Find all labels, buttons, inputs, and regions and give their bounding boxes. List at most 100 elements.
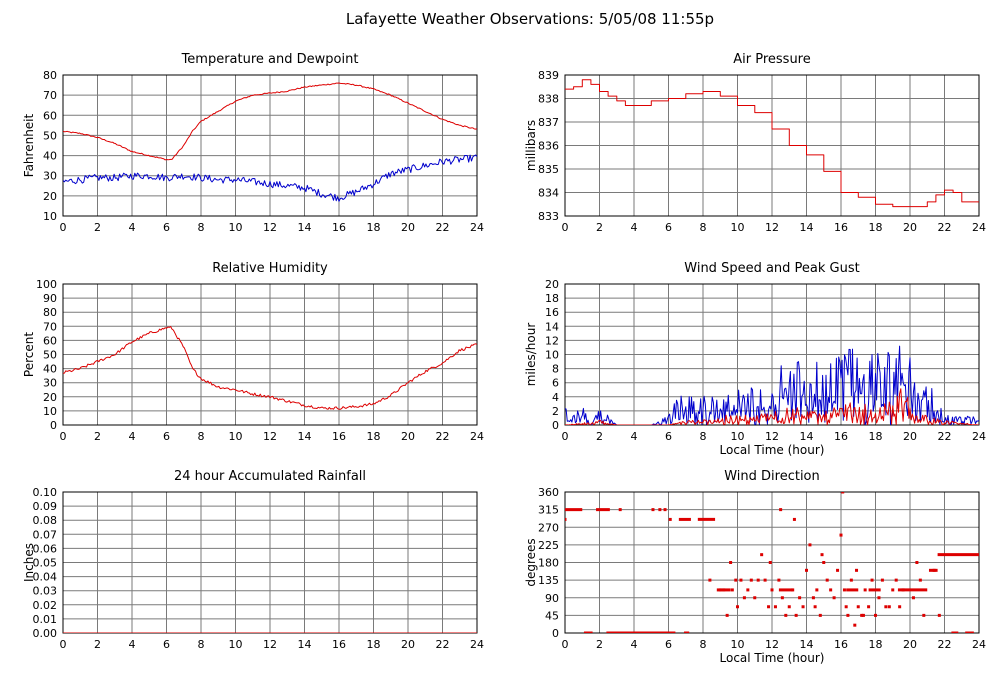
direction-point xyxy=(894,578,898,582)
plot-frame xyxy=(564,74,980,217)
x-tick-label: 14 xyxy=(800,638,814,651)
direction-point xyxy=(801,605,805,609)
x-tick-label: 20 xyxy=(903,430,917,443)
x-tick-label: 22 xyxy=(938,430,952,443)
y-tick-label: 833 xyxy=(538,210,559,223)
plot-frame xyxy=(564,283,980,426)
direction-point xyxy=(884,605,888,609)
direction-point xyxy=(887,605,891,609)
y-tick-label: 40 xyxy=(43,150,57,163)
direction-point xyxy=(770,588,774,592)
direction-point xyxy=(839,533,843,537)
x-tick-label: 14 xyxy=(298,430,312,443)
plot-frame xyxy=(62,74,478,217)
x-tick-label: 10 xyxy=(229,221,243,234)
x-tick-label: 24 xyxy=(470,221,484,234)
x-tick-label: 8 xyxy=(700,221,707,234)
x-tick-label: 8 xyxy=(198,430,205,443)
x-tick-label: 2 xyxy=(94,221,101,234)
y-tick-label: 835 xyxy=(538,163,559,176)
x-tick-label: 4 xyxy=(129,638,136,651)
y-tick-label: 0.08 xyxy=(33,514,58,527)
y-tick-label: 20 xyxy=(43,190,57,203)
x-tick-label: 0 xyxy=(60,221,67,234)
y-tick-label: 0.10 xyxy=(33,486,58,499)
direction-point xyxy=(718,588,722,592)
x-tick-label: 0 xyxy=(562,221,569,234)
direction-point xyxy=(911,596,915,600)
chart-title: Temperature and Dewpoint xyxy=(181,52,359,67)
y-tick-label: 839 xyxy=(538,69,559,82)
x-tick-label: 14 xyxy=(800,221,814,234)
y-tick-label: 0.03 xyxy=(33,585,58,598)
x-tick-label: 10 xyxy=(731,221,745,234)
y-tick-label: 30 xyxy=(43,377,57,390)
x-tick-label: 2 xyxy=(596,638,603,651)
x-tick-label: 22 xyxy=(436,430,450,443)
x-tick-label: 20 xyxy=(903,221,917,234)
plot-frame xyxy=(564,491,980,634)
x-tick-label: 18 xyxy=(367,221,381,234)
y-tick-label: 0.05 xyxy=(33,557,58,570)
x-tick-label: 16 xyxy=(332,638,346,651)
direction-point xyxy=(891,588,895,592)
y-tick-label: 20 xyxy=(545,278,559,291)
y-tick-label: 838 xyxy=(538,93,559,106)
direction-point xyxy=(798,596,802,600)
x-axis-label: Local Time (hour) xyxy=(720,443,825,457)
direction-point xyxy=(777,578,781,582)
x-tick-label: 24 xyxy=(972,221,986,234)
direction-point xyxy=(822,561,826,564)
direction-point xyxy=(855,568,859,572)
y-tick-label: 40 xyxy=(43,363,57,376)
x-tick-label: 10 xyxy=(229,430,243,443)
y-tick-label: 80 xyxy=(43,69,57,82)
x-tick-label: 24 xyxy=(972,430,986,443)
x-tick-label: 24 xyxy=(470,430,484,443)
direction-point xyxy=(794,613,798,617)
direction-point xyxy=(825,578,829,582)
direction-point xyxy=(618,508,622,512)
x-tick-label: 0 xyxy=(562,638,569,651)
y-tick-label: 837 xyxy=(538,116,559,129)
x-tick-label: 12 xyxy=(765,638,779,651)
direction-point xyxy=(818,613,822,617)
direction-point xyxy=(768,561,772,564)
x-tick-label: 0 xyxy=(60,638,67,651)
y-tick-label: 6 xyxy=(552,377,559,390)
y-tick-label: 10 xyxy=(43,405,57,418)
direction-point xyxy=(784,613,788,617)
direction-point xyxy=(725,613,729,617)
direction-point xyxy=(815,588,819,592)
y-tick-label: 0.02 xyxy=(33,599,58,612)
x-tick-label: 16 xyxy=(332,221,346,234)
direction-point xyxy=(756,578,760,582)
y-tick-label: 0.06 xyxy=(33,542,58,555)
x-tick-label: 20 xyxy=(401,430,415,443)
plot-frame xyxy=(62,283,478,426)
x-tick-label: 4 xyxy=(631,430,638,443)
direction-point xyxy=(918,578,922,582)
direction-point xyxy=(658,508,662,512)
x-tick-label: 6 xyxy=(163,221,170,234)
y-tick-label: 60 xyxy=(43,334,57,347)
direction-point xyxy=(836,568,840,572)
direction-point xyxy=(734,578,738,582)
direction-point xyxy=(668,517,672,521)
y-tick-label: 16 xyxy=(545,306,559,319)
direction-point xyxy=(832,596,836,600)
x-axis-label: Local Time (hour) xyxy=(720,651,825,665)
chart-title: Wind Direction xyxy=(724,469,820,484)
y-tick-label: 2 xyxy=(552,405,559,418)
direction-point xyxy=(805,568,808,572)
direction-point xyxy=(844,605,848,609)
direction-point xyxy=(915,561,919,564)
direction-point xyxy=(773,605,777,609)
x-tick-label: 4 xyxy=(129,430,136,443)
direction-point xyxy=(729,561,733,564)
